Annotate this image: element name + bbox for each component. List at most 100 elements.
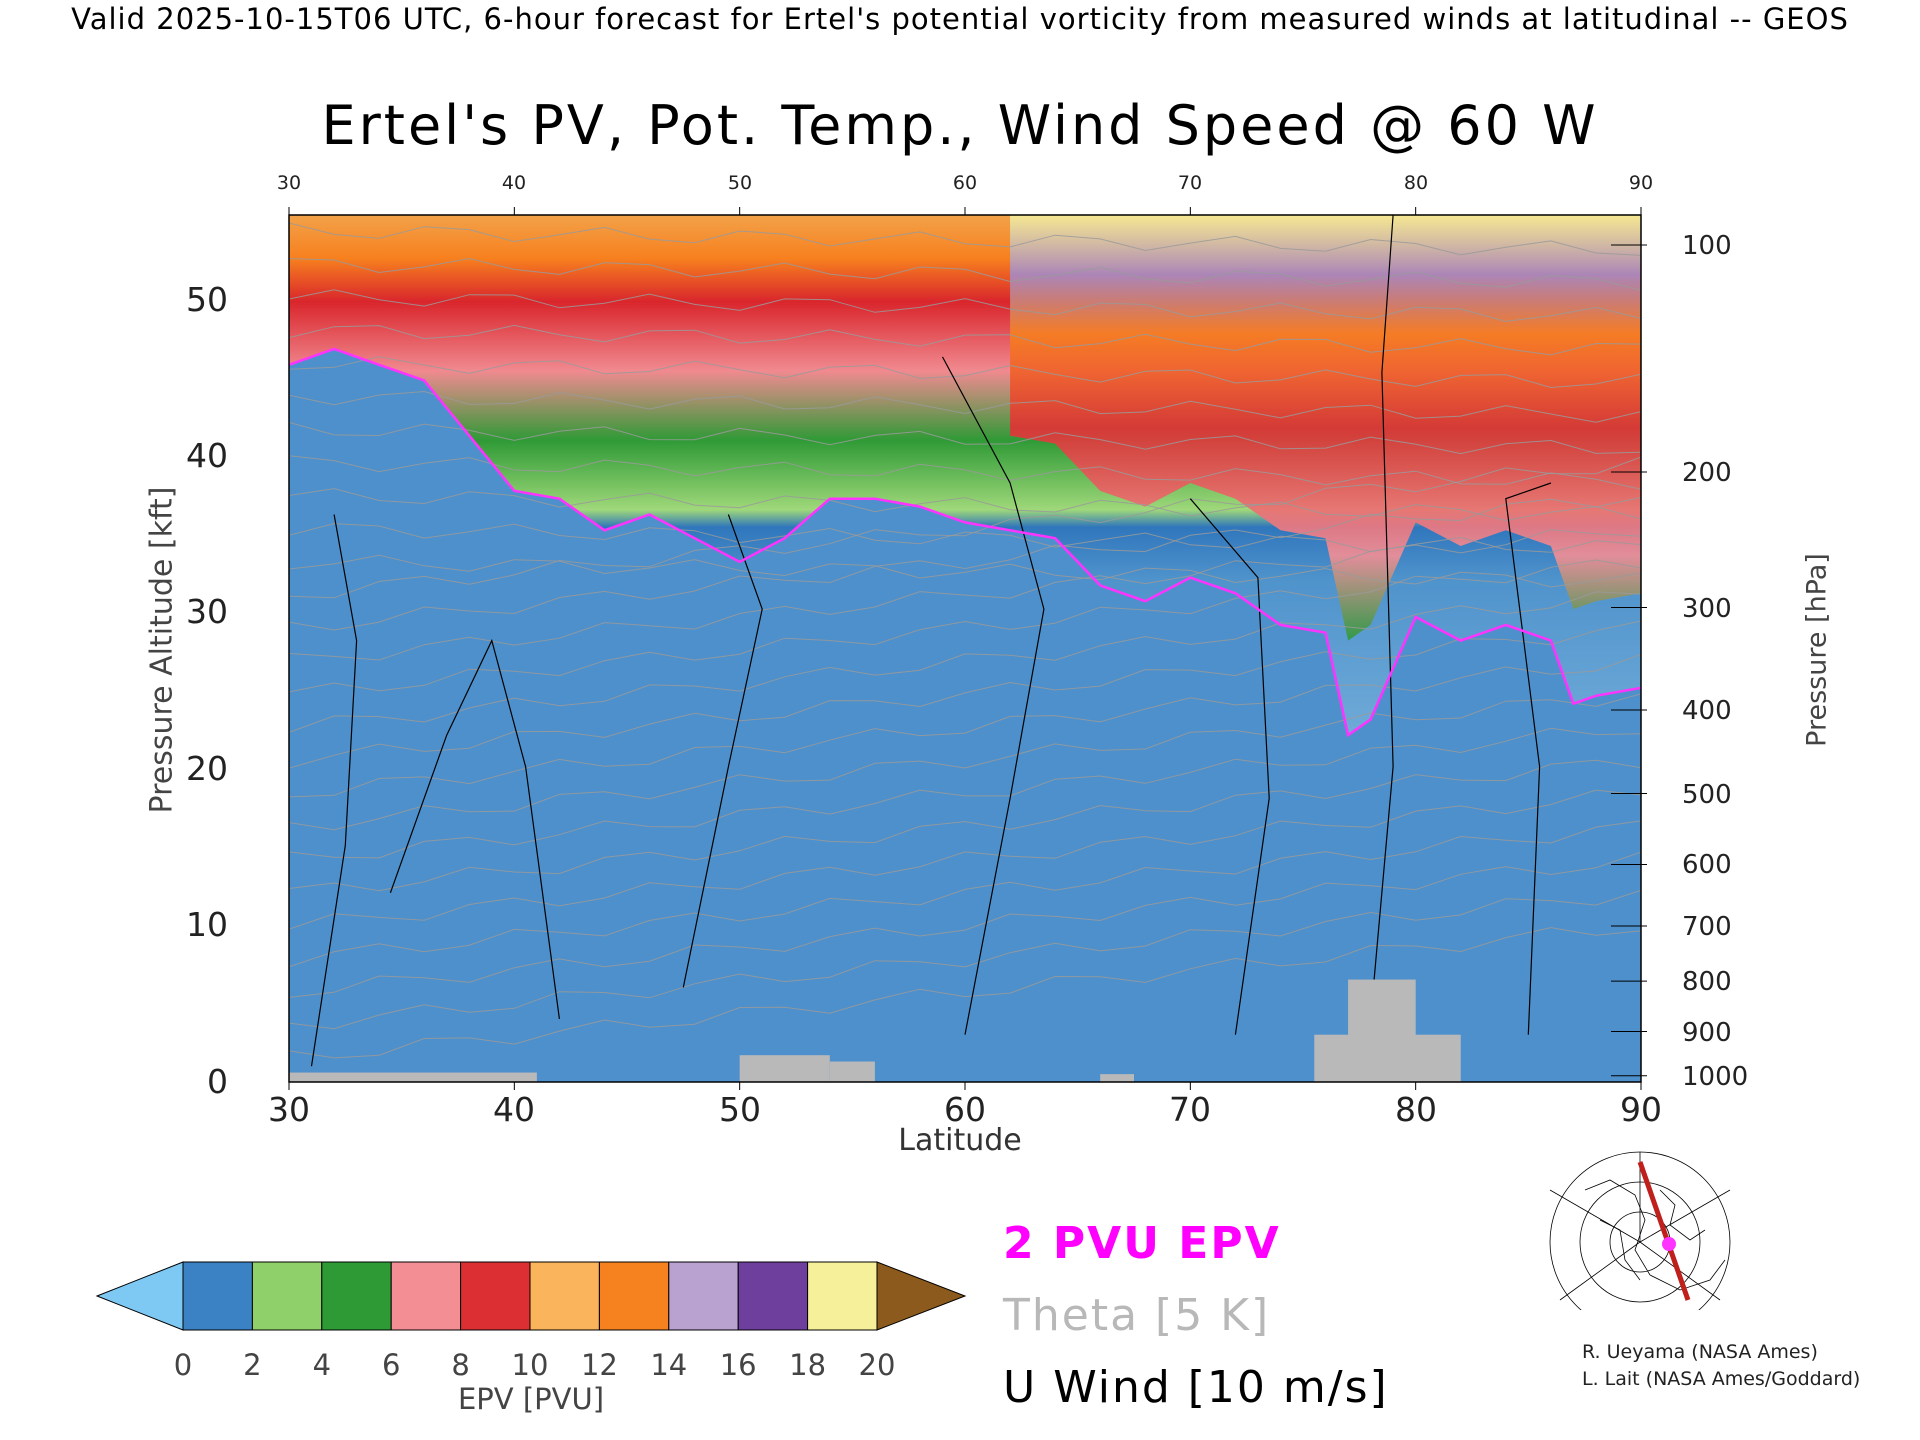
theta-contour-line [289, 789, 1641, 930]
wind-contour-line [682, 514, 763, 988]
colorbar-tick-label: 10 [511, 1348, 549, 1382]
theta-contour-line [289, 390, 1641, 423]
forecast-header: Valid 2025-10-15T06 UTC, 6-hour forecast… [71, 2, 1849, 36]
colorbar-tick-label: 20 [858, 1348, 896, 1382]
troposphere-fill [289, 349, 1641, 1082]
theta-contour-line [289, 289, 1641, 322]
colorbar-label: EPV [PVU] [457, 1382, 605, 1416]
theta-contour-line [289, 889, 1641, 1030]
theta-contour-line [289, 222, 1641, 256]
theta-contour-line [289, 497, 1641, 631]
colorbar-tick-label: 8 [451, 1348, 470, 1382]
theta-contour-line [289, 559, 1641, 693]
theta-contour-line [289, 324, 1641, 356]
colorbar-tick-label: 18 [789, 1348, 827, 1382]
wind-contours [310, 215, 1552, 1067]
colorbar-tick-label: 2 [243, 1348, 262, 1382]
x-axis-label: Latitude [898, 1123, 1022, 1158]
theta-contour-line [289, 727, 1641, 859]
pressure-tick-label: 1000 [1682, 1061, 1749, 1092]
wind-contour-line [1189, 498, 1270, 1035]
theta-contour-line [289, 653, 1641, 798]
theta-contour-line [289, 851, 1641, 998]
x-tick-marks [288, 207, 1642, 1090]
theta-contour-line [289, 488, 1641, 522]
theta-contour-line [289, 927, 1641, 1059]
x-tick-label: 60 [944, 1090, 986, 1129]
wind-contour-line [389, 638, 560, 1019]
x-tick-label: 50 [719, 1090, 761, 1129]
map-meridian [1639, 1189, 1731, 1243]
x-tick-label: 30 [268, 1090, 310, 1129]
top-x-tick-label: 30 [276, 172, 302, 194]
top-x-tick-label: 90 [1628, 172, 1654, 194]
top-x-tick-label: 50 [727, 172, 753, 194]
theta-contour-line [289, 554, 1641, 588]
theta-contour-line [289, 456, 1641, 599]
colorbar-tick-label: 0 [173, 1348, 193, 1382]
credit-line: R. Ueyama (NASA Ames) [1582, 1341, 1818, 1363]
pressure-tick-label: 700 [1682, 911, 1732, 942]
map-coastlines [1584, 1179, 1726, 1291]
legend-2pvu: 2 PVU EPV [1003, 1218, 1281, 1269]
wind-contour-line [310, 514, 358, 1067]
pressure-tick-label: 500 [1682, 779, 1732, 810]
top-x-tick-label: 60 [952, 172, 978, 194]
theta-contour-line [289, 591, 1641, 733]
pressure-tick-label: 200 [1682, 457, 1732, 488]
wind-contour-line [941, 356, 1045, 1035]
x-tick-label: 90 [1620, 1090, 1662, 1129]
location-marker [1662, 1237, 1676, 1251]
top-x-tick-label: 40 [501, 172, 527, 194]
theta-contour-line [289, 820, 1641, 968]
pressure-tick-label: 900 [1682, 1017, 1732, 1048]
y-tick-label: 0 [207, 1062, 228, 1101]
inset-location-map [1549, 1151, 1731, 1310]
y-tick-label: 50 [186, 280, 228, 319]
x-tick-label: 80 [1395, 1090, 1437, 1129]
map-meridian [1549, 1189, 1641, 1243]
theta-contour-line [289, 257, 1641, 291]
theta-contour-line [289, 620, 1641, 769]
x-tick-label: 40 [493, 1090, 535, 1129]
wind-contour-line [1505, 482, 1552, 1035]
theta-contour-line [289, 455, 1641, 490]
top-x-tick-label: 70 [1177, 172, 1203, 194]
pressure-axis-label: Pressure [hPa] [1801, 553, 1833, 747]
terrain-block [289, 1072, 537, 1082]
theta-contour-line [289, 421, 1641, 455]
colorbar-tick-label: 4 [312, 1348, 332, 1382]
y-tick-label: 10 [186, 905, 228, 944]
theta-contour-line [289, 523, 1641, 553]
y-axis-label: Pressure Altitude [kft] [144, 486, 180, 814]
pressure-tick-label: 100 [1682, 230, 1732, 261]
terrain-block [1100, 1074, 1134, 1082]
stratosphere-pv-region [1010, 215, 1641, 641]
credit-line: L. Lait (NASA Ames/Goddard) [1582, 1368, 1861, 1390]
colorbar-tick-label: 12 [580, 1348, 618, 1382]
top-x-tick-label: 80 [1403, 172, 1429, 194]
y-tick-label: 40 [186, 436, 228, 475]
cross-section-track [1637, 1161, 1691, 1301]
theta-contour-line [289, 759, 1641, 892]
tropopause-2pvu-line [289, 347, 1641, 738]
chart-title: Ertel's PV, Pot. Temp., Wind Speed @ 60 … [321, 94, 1599, 157]
terrain-block [1348, 979, 1416, 1082]
x-tick-label: 70 [1169, 1090, 1211, 1129]
colorbar-tick-label: 6 [381, 1348, 401, 1382]
map-meridian [1559, 1241, 1641, 1301]
terrain-block [739, 1055, 830, 1082]
y-tick-label: 20 [186, 749, 228, 788]
terrain-mask [289, 979, 1461, 1082]
theta-contours [289, 222, 1641, 1059]
pressure-tick-marks [1611, 244, 1647, 1077]
terrain-block [829, 1061, 875, 1082]
pressure-tick-label: 300 [1682, 593, 1732, 624]
legend-theta: Theta [5 K] [1003, 1290, 1271, 1341]
y-tick-label: 30 [186, 592, 228, 631]
wind-contour-line [1370, 215, 1394, 1019]
colorbar-tick-label: 16 [719, 1348, 757, 1382]
pressure-tick-label: 400 [1682, 695, 1732, 726]
theta-contour-line [289, 356, 1641, 389]
